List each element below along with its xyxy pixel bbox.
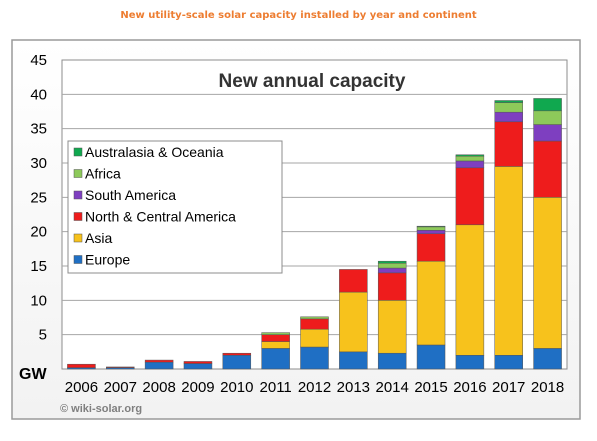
bar-segment [339,291,368,353]
bar-segment [416,260,446,346]
bar-segment [144,361,174,370]
bar-segment [300,316,329,320]
x-tick-label: 2015 [414,379,447,396]
y-axis-label: GW [19,366,47,383]
x-tick-label: 2016 [453,379,486,396]
bar-segment [533,110,562,125]
bar-segment [300,346,329,370]
y-tick-label: 5 [39,327,47,344]
bar-segment [222,355,252,370]
bar-segment [494,166,523,356]
bar-segment [377,267,407,274]
bar-segment [67,363,96,368]
bar-segment [300,328,329,348]
x-tick-label: 2006 [65,379,98,396]
bar-segment [455,167,485,226]
bar-segment [106,366,135,368]
bar-segment [494,100,523,103]
x-tick-label: 2011 [260,379,292,396]
bar-segment [377,352,407,370]
bar-segment [455,355,485,370]
bar-segment [339,269,368,293]
x-tick-label: 2009 [181,379,214,396]
bar-segment [144,359,174,363]
y-tick-label: 10 [30,292,47,309]
y-tick-label: 35 [30,121,47,138]
bar-segment [339,351,368,370]
y-tick-label: 20 [30,224,47,241]
y-tick-label: 45 [30,52,47,69]
x-tick-label: 2008 [142,379,175,396]
bar-segment [416,233,446,262]
bar-segment [533,197,562,349]
bar-segment [377,263,407,269]
y-tick-label: 15 [30,258,47,275]
legend-label: Europe [85,252,130,268]
bar-segment [533,140,562,198]
legend-swatch [73,190,83,200]
legend: Australasia & Oceania Africa South America… [67,140,283,274]
bar-segment [300,318,329,330]
legend-label: Asia [85,230,112,246]
y-tick-label: 40 [30,86,47,103]
bars [67,98,562,370]
legend-label: South America [85,187,176,203]
bar-segment [261,341,290,349]
bar-segment [416,344,446,370]
bar-segment [261,332,290,335]
credit-text: © wiki-solar.org [60,403,142,415]
bar-segment [533,124,562,142]
bar-segment [261,334,290,342]
x-tick-label: 2014 [376,379,409,396]
legend-box [67,140,283,274]
x-tick-label: 2018 [531,379,564,396]
legend-label: North & Central America [85,209,236,225]
bar-segment [261,348,290,370]
legend-swatch [73,147,83,157]
x-tick-label: 2017 [492,379,525,396]
bar-segment [455,224,485,356]
bar-segment [494,355,523,370]
chart-title: New annual capacity [219,71,406,92]
bar-segment [494,121,523,167]
y-tick-label: 25 [30,189,47,206]
bar-segment [455,155,485,162]
bar-segment [416,226,446,231]
x-tick-labels: 2006 2007 2008 2009 2010 2011 2012 2013 2014 2015… [65,379,565,396]
bar-segment [377,300,407,354]
bar-segment [494,102,523,113]
x-tick-label: 2013 [337,379,370,396]
legend-label: Africa [85,166,121,182]
x-tick-label: 2012 [298,379,331,396]
bar-segment [533,98,562,112]
bar-segment [455,154,485,157]
figure-caption: New utility-scale solar capacity install… [120,10,477,21]
bar-segment [416,225,446,228]
legend-swatch [73,212,83,221]
bar-segment [377,272,407,301]
bar-segment [533,348,562,370]
legend-swatch [73,255,83,264]
x-tick-label: 2010 [220,379,253,396]
x-tick-label: 2007 [104,379,137,396]
bar-segment [183,363,213,370]
bar-segment [183,361,213,364]
bar-segment [494,111,523,123]
bar-segment [455,160,485,169]
y-tick-label: 30 [30,155,47,172]
legend-label: Australasia & Oceania [85,144,224,160]
legend-swatch [73,233,83,243]
legend-swatch [73,169,83,178]
bar-segment [416,230,446,234]
bar-segment [222,352,252,356]
bar-segment [377,260,407,264]
y-tick-labels: 5 10 15 20 25 30 35 40 45 [30,52,47,344]
